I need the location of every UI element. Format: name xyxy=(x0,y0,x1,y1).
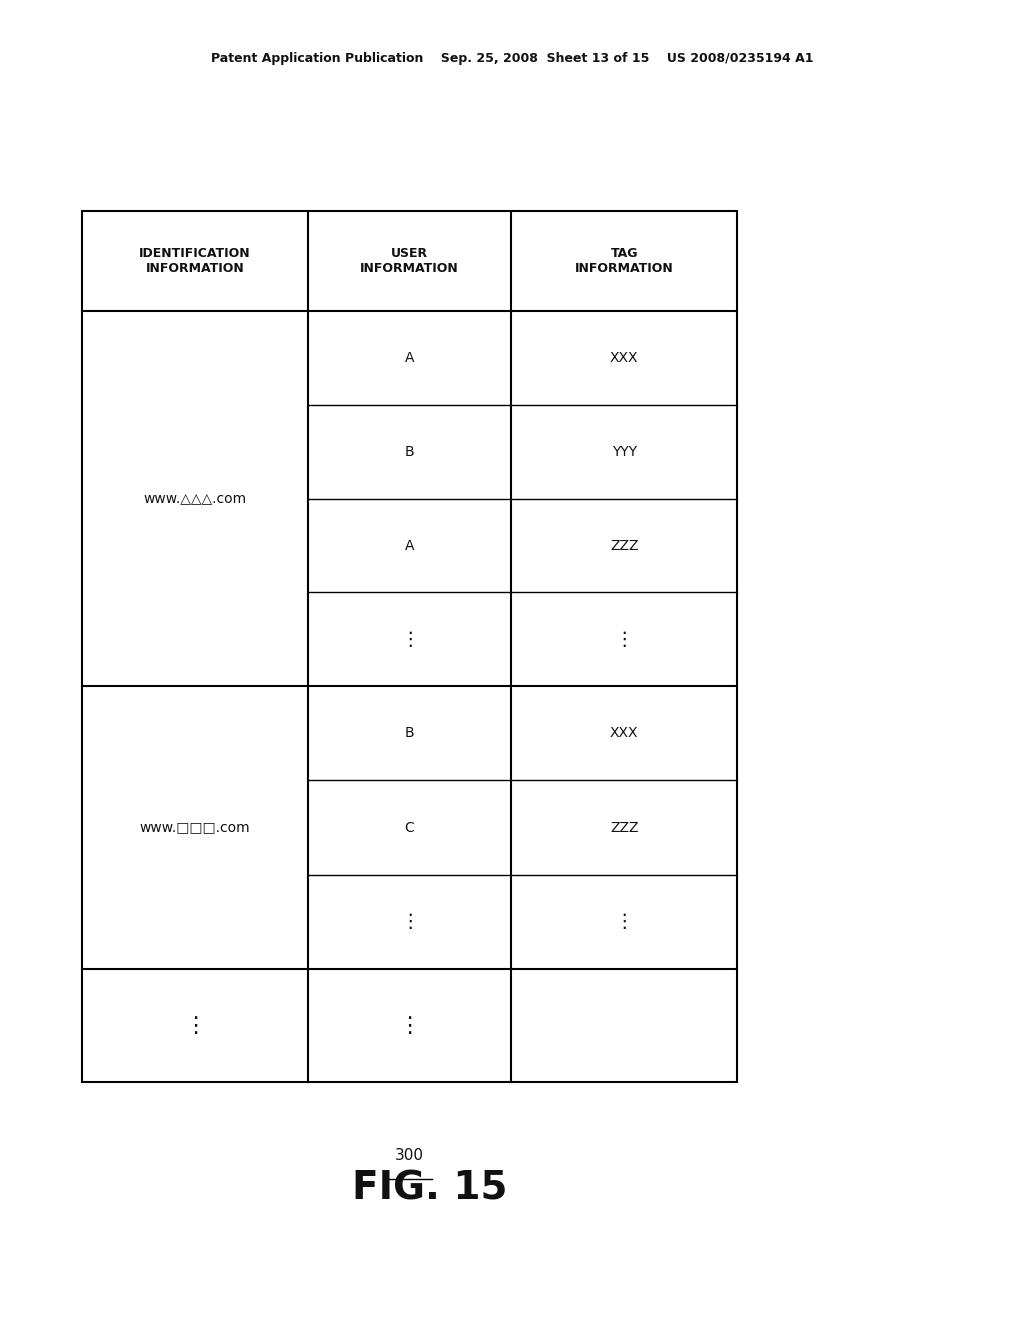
Text: ⋮: ⋮ xyxy=(614,912,634,932)
Text: XXX: XXX xyxy=(610,351,639,366)
Text: ⋮: ⋮ xyxy=(399,630,420,648)
Text: ⋮: ⋮ xyxy=(184,1016,206,1036)
Text: www.□□□.com: www.□□□.com xyxy=(139,821,250,834)
Text: ⋮: ⋮ xyxy=(399,912,420,932)
Text: ⋮: ⋮ xyxy=(614,630,634,648)
Text: FIG. 15: FIG. 15 xyxy=(352,1170,508,1206)
Text: ZZZ: ZZZ xyxy=(610,539,639,553)
Text: ZZZ: ZZZ xyxy=(610,821,639,834)
Text: YYY: YYY xyxy=(611,445,637,459)
Text: 300: 300 xyxy=(395,1147,424,1163)
Text: TAG
INFORMATION: TAG INFORMATION xyxy=(574,247,674,276)
Text: A: A xyxy=(404,539,415,553)
Text: www.△△△.com: www.△△△.com xyxy=(143,491,247,506)
Text: C: C xyxy=(404,821,415,834)
Text: USER
INFORMATION: USER INFORMATION xyxy=(360,247,459,276)
Text: B: B xyxy=(404,726,415,741)
Text: B: B xyxy=(404,445,415,459)
Text: IDENTIFICATION
INFORMATION: IDENTIFICATION INFORMATION xyxy=(139,247,251,276)
Text: XXX: XXX xyxy=(610,726,639,741)
Text: A: A xyxy=(404,351,415,366)
Text: Patent Application Publication    Sep. 25, 2008  Sheet 13 of 15    US 2008/02351: Patent Application Publication Sep. 25, … xyxy=(211,51,813,65)
Text: ⋮: ⋮ xyxy=(398,1016,421,1036)
